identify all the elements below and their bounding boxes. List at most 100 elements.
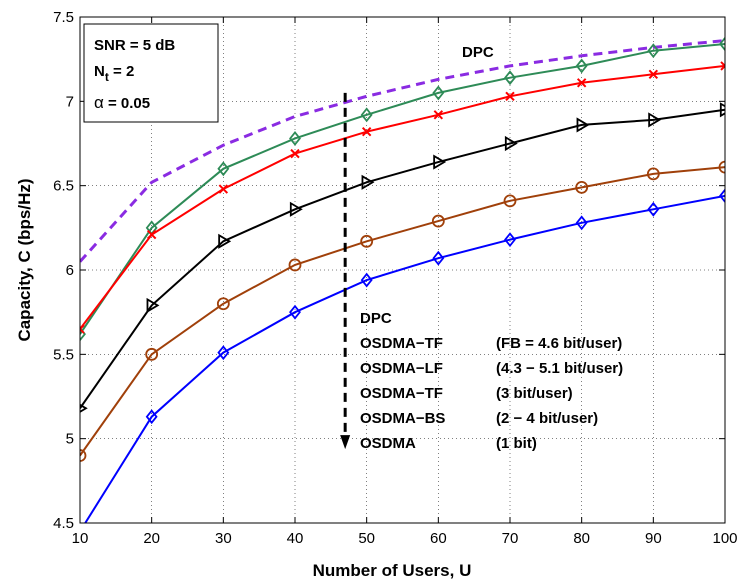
data-point-x — [433, 110, 444, 120]
param-alpha: α = 0.05 — [94, 93, 150, 112]
legend-entry-detail: (1 bit) — [496, 435, 537, 452]
y-tick-label: 7 — [66, 93, 74, 110]
plot-frame — [79, 16, 726, 524]
data-point-x — [720, 61, 725, 71]
arrow-head — [340, 435, 351, 450]
tick-labels: 10 20 30 40 50 60 70 80 90 100 4.5 5 5.5 6 6.5 7 7.5 — [53, 9, 737, 547]
param-nt: Nt = 2 — [94, 63, 134, 84]
data-point-triangle — [146, 297, 160, 313]
data-point-diamond — [647, 43, 660, 59]
x-tick-label: 100 — [712, 530, 737, 547]
data-point-diamond — [145, 409, 158, 425]
x-tick-label: 80 — [573, 530, 590, 547]
data-point-circle — [288, 258, 302, 272]
series-line — [80, 166, 725, 457]
data-point-diamond — [719, 36, 725, 52]
series-line — [80, 64, 725, 330]
legend-entry-name: OSDMA−BS — [360, 410, 445, 427]
y-tick-label: 7.5 — [53, 9, 74, 26]
legend-entry-name: OSDMA−TF — [360, 335, 443, 352]
y-tick-label: 6.5 — [53, 178, 74, 195]
x-tick-label: 50 — [358, 530, 375, 547]
x-tick-label: 40 — [287, 530, 304, 547]
legend-entry-detail: (4.3 − 5.1 bit/user) — [496, 360, 623, 377]
data-point-x — [361, 126, 372, 137]
data-point-circle — [503, 194, 517, 208]
x-tick-label: 10 — [72, 530, 89, 547]
data-point-diamond — [217, 161, 230, 177]
data-point-diamond — [432, 85, 445, 101]
legend-entry-name: OSDMA — [360, 435, 416, 452]
data-point-circle — [646, 167, 660, 181]
data-point-triangle — [289, 201, 303, 217]
data-point-x — [648, 69, 659, 80]
data-point-circle — [80, 449, 87, 462]
data-point-circle — [575, 180, 589, 194]
series-group — [80, 36, 725, 523]
x-tick-label: 30 — [215, 530, 232, 547]
data-point-diamond — [504, 232, 516, 248]
dpc-curve-label: DPC — [462, 44, 494, 61]
axes — [79, 16, 726, 524]
data-point-circle — [431, 214, 445, 228]
legend-entry-name: OSDMA−LF — [360, 360, 443, 377]
legend-entry-detail: (FB = 4.6 bit/user) — [496, 335, 622, 352]
series-osdma-lf-4-3-5-1-bit-user — [80, 61, 725, 334]
data-point-diamond — [575, 215, 588, 231]
data-point-diamond — [289, 130, 301, 146]
data-point-triangle — [576, 117, 590, 133]
params-box: SNR = 5 dB Nt = 2 α = 0.05 — [83, 23, 219, 123]
series-line — [80, 108, 725, 409]
series-osdma-tf-fb-4-6-bit-user — [80, 36, 725, 342]
data-point-x — [80, 324, 85, 334]
legend-entry-detail: (3 bit/user) — [496, 385, 573, 402]
y-tick-label: 4.5 — [53, 515, 74, 532]
data-point-diamond — [575, 58, 588, 74]
series-line — [80, 39, 725, 263]
data-point-diamond — [217, 345, 230, 361]
data-point-x — [576, 78, 587, 88]
x-tick-label: 20 — [143, 530, 160, 547]
legend-entry-name: OSDMA−TF — [360, 385, 443, 402]
x-tick-label: 90 — [645, 530, 662, 547]
data-point-circle — [216, 297, 230, 311]
y-axis-label: Capacity, C (bps/Hz) — [15, 178, 34, 341]
data-point-x — [218, 184, 229, 194]
y-tick-label: 6 — [66, 262, 74, 279]
data-point-triangle — [504, 135, 518, 152]
data-point-triangle — [719, 102, 725, 118]
data-point-triangle — [648, 112, 662, 128]
y-tick-label: 5.5 — [53, 346, 74, 363]
data-point-triangle — [433, 154, 447, 170]
x-tick-label: 70 — [502, 530, 519, 547]
data-point-diamond — [719, 188, 725, 204]
x-tick-label: 60 — [430, 530, 447, 547]
data-point-diamond — [504, 70, 516, 86]
data-point-diamond — [432, 250, 445, 266]
data-point-diamond — [360, 272, 373, 288]
data-point-diamond — [360, 107, 373, 123]
series-line — [84, 194, 725, 523]
data-point-x — [146, 229, 157, 240]
data-point-x — [290, 148, 300, 159]
series-osdma-tf-3-bit-user — [80, 102, 725, 413]
series-line — [80, 43, 725, 335]
params-box-frame — [83, 23, 219, 123]
x-axis-label: Number of Users, U — [313, 561, 472, 580]
legend-list: DPC OSDMA−TF (FB = 4.6 bit/user) OSDMA−LF (4… — [360, 310, 623, 452]
legend-entry-detail: (2 − 4 bit/user) — [496, 410, 598, 427]
y-tick-label: 5 — [66, 431, 74, 448]
data-point-circle — [360, 234, 374, 248]
data-point-diamond — [647, 201, 660, 217]
data-point-triangle — [218, 233, 232, 249]
data-point-circle — [718, 160, 725, 174]
data-point-diamond — [289, 304, 301, 320]
param-snr: SNR = 5 dB — [94, 37, 175, 54]
data-point-x — [505, 91, 515, 101]
series-osdma-bs-2-4-bit-user — [80, 160, 725, 462]
legend-entry-name: DPC — [360, 310, 392, 327]
series-osdma-1-bit — [84, 188, 725, 523]
data-point-triangle — [361, 174, 375, 190]
order-arrow — [340, 92, 351, 450]
series-dpc — [80, 39, 725, 263]
